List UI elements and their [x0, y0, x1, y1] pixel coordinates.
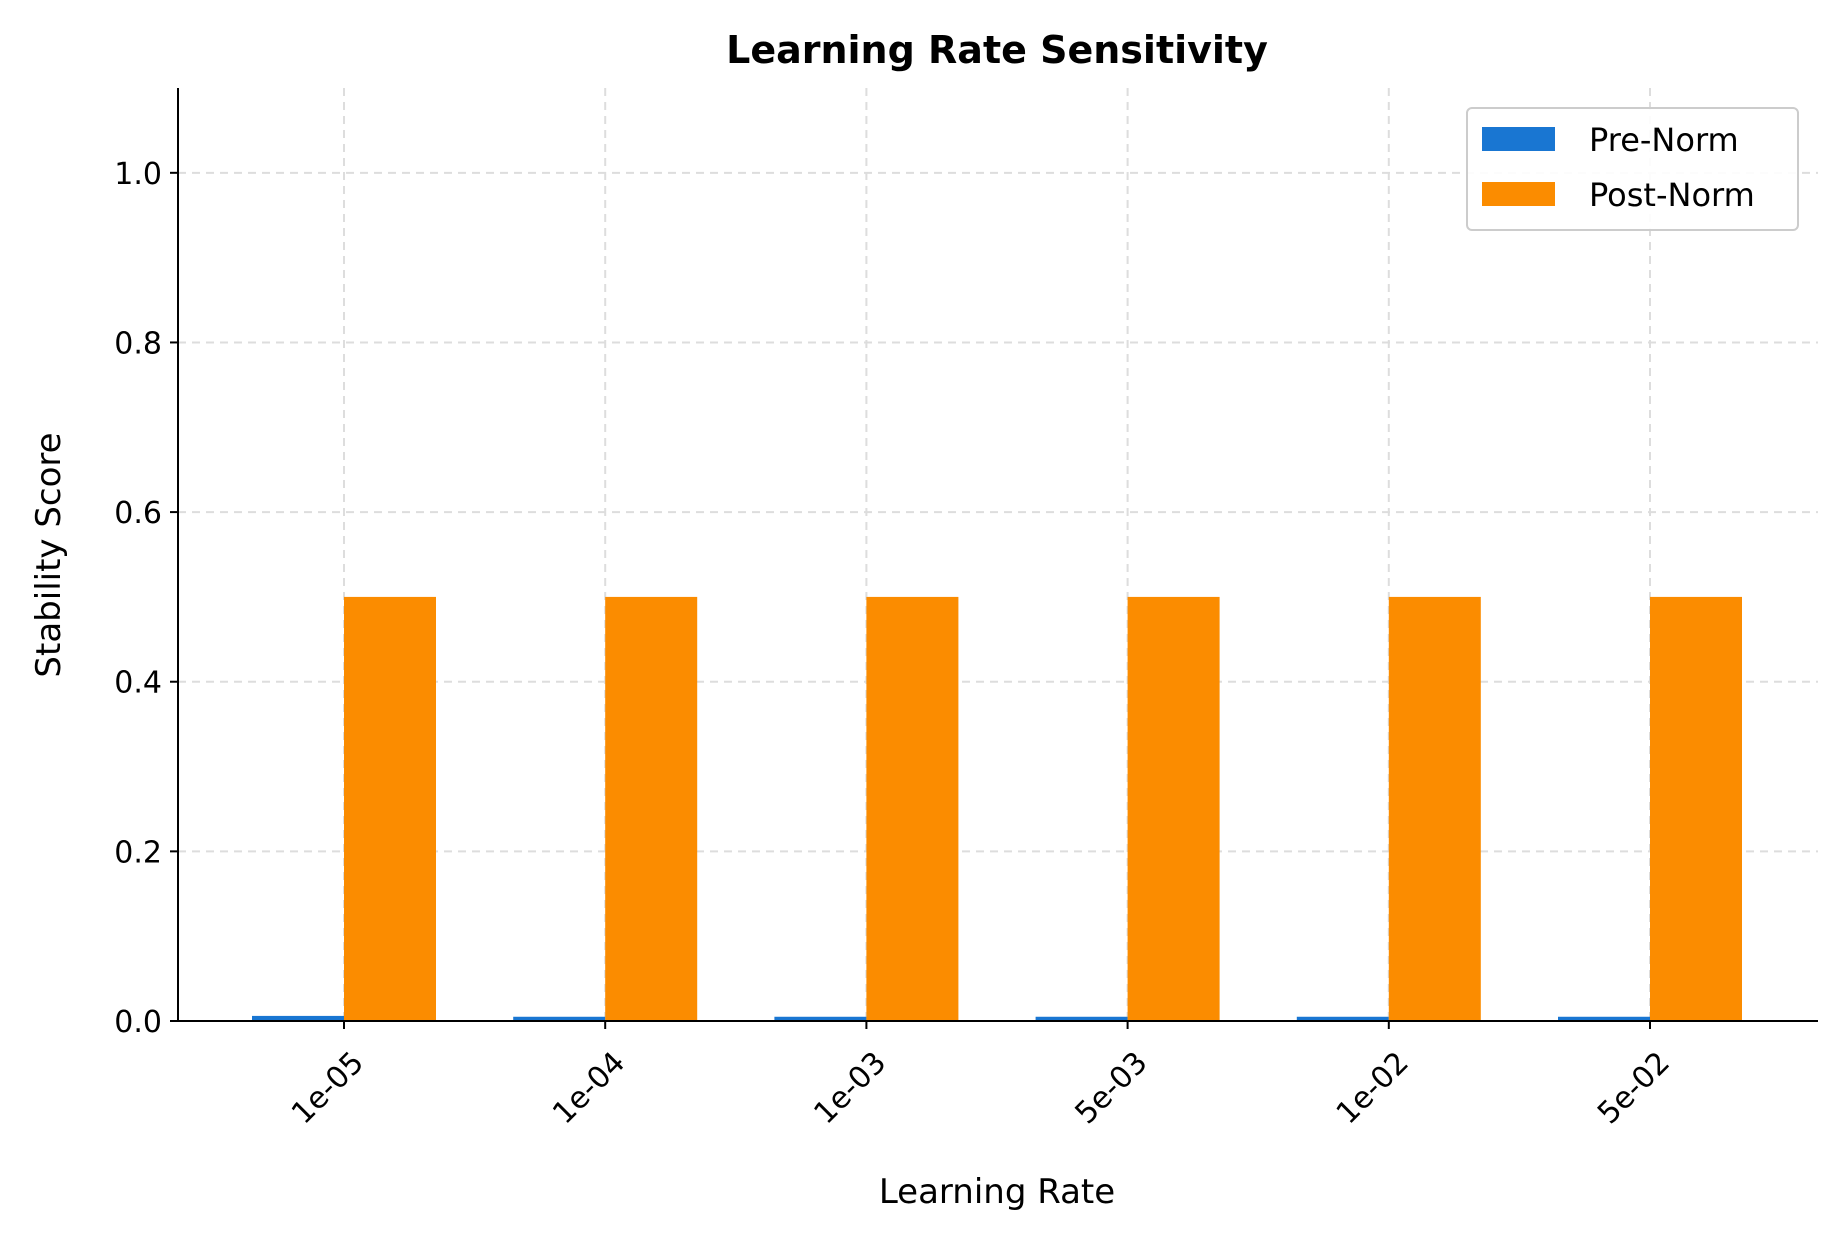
x-tick-label: 1e-05: [285, 1045, 371, 1131]
x-tick-label: 1e-02: [1330, 1045, 1416, 1131]
x-tick-label: 5e-02: [1591, 1045, 1677, 1131]
x-ticks: 1e-05 1e-04 1e-03 5e-03 1e-02 5e-02: [285, 1021, 1677, 1131]
bar-post-norm: [1388, 596, 1481, 1021]
bar-pre-norm: [252, 1015, 344, 1021]
y-axis-title: Stability Score: [29, 432, 69, 677]
y-ticks: 0.0 0.2 0.4 0.6 0.8 1.0: [114, 157, 178, 1040]
legend-swatch-pre-norm: [1482, 127, 1555, 151]
y-tick-label: 0.4: [114, 666, 162, 701]
bar-pre-norm: [1296, 1016, 1389, 1021]
x-tick-label: 1e-03: [807, 1045, 893, 1131]
legend-label-pre-norm: Pre-Norm: [1589, 121, 1739, 159]
bar-post-norm: [344, 596, 436, 1021]
x-axis-title: Learning Rate: [879, 1172, 1115, 1212]
bar-post-norm: [1650, 596, 1742, 1021]
bar-pre-norm: [1035, 1016, 1128, 1021]
y-tick-label: 1.0: [114, 157, 162, 192]
y-tick-label: 0.8: [114, 326, 162, 361]
legend-swatch-post-norm: [1482, 182, 1555, 206]
y-tick-label: 0.2: [114, 835, 162, 870]
y-tick-label: 0.6: [114, 496, 162, 531]
bar-post-norm: [866, 596, 959, 1021]
chart-title: Learning Rate Sensitivity: [726, 28, 1268, 72]
x-tick-label: 1e-04: [546, 1045, 632, 1131]
bar-post-norm: [605, 596, 698, 1021]
legend: Pre-Norm Post-Norm: [1466, 107, 1799, 231]
legend-label-post-norm: Post-Norm: [1589, 176, 1755, 214]
x-tick-label: 5e-03: [1069, 1045, 1155, 1131]
y-tick-label: 0.0: [114, 1005, 162, 1040]
bars: [252, 596, 1742, 1021]
bar-pre-norm: [513, 1016, 606, 1021]
bar-pre-norm: [774, 1016, 867, 1021]
bar-post-norm: [1127, 596, 1220, 1021]
bar-pre-norm: [1558, 1016, 1650, 1021]
